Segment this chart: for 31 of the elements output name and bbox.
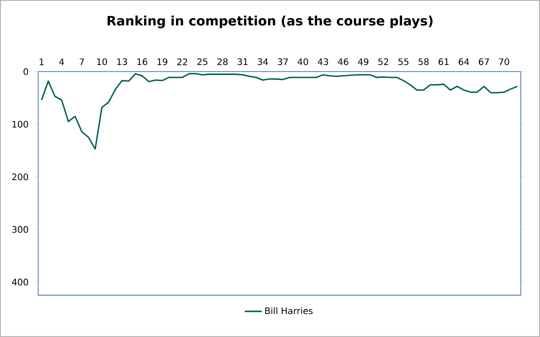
y-tick-label: 100	[12, 120, 28, 128]
x-tick-label: 13	[117, 58, 127, 66]
x-tick-label: 43	[318, 58, 328, 66]
legend-label: Bill Harries	[265, 307, 313, 314]
x-tick-label: 34	[258, 58, 268, 66]
x-tick-label: 4	[59, 58, 64, 66]
x-tick-label: 70	[499, 58, 510, 66]
y-tick-label: 300	[12, 226, 28, 233]
x-tick-label: 67	[478, 58, 489, 66]
x-tick-label: 61	[438, 58, 449, 66]
x-tick-label: 58	[418, 58, 429, 66]
x-tick-label: 7	[80, 58, 84, 66]
x-tick-label: 37	[278, 58, 288, 66]
x-tick-label: 40	[298, 58, 308, 66]
y-tick-label: 0	[24, 68, 28, 76]
y-tick-label: 400	[12, 278, 28, 286]
x-tick-label: 25	[197, 58, 208, 66]
x-tick-label: 46	[338, 58, 348, 66]
x-tick-label: 1	[40, 58, 44, 66]
x-tick-label: 52	[378, 58, 388, 66]
x-tick-label: 10	[97, 58, 107, 66]
y-tick-label: 200	[12, 173, 28, 180]
x-tick-label: 31	[238, 58, 248, 66]
x-tick-label: 22	[177, 58, 188, 66]
x-tick-label: 16	[137, 58, 148, 66]
x-tick-label: 49	[358, 58, 368, 66]
x-tick-label: 64	[458, 58, 470, 66]
x-tick-label: 55	[398, 58, 408, 66]
chart-title: Ranking in competition (as the course plays)	[108, 16, 433, 28]
x-tick-label: 28	[217, 58, 228, 66]
x-tick-label: 19	[157, 58, 168, 66]
